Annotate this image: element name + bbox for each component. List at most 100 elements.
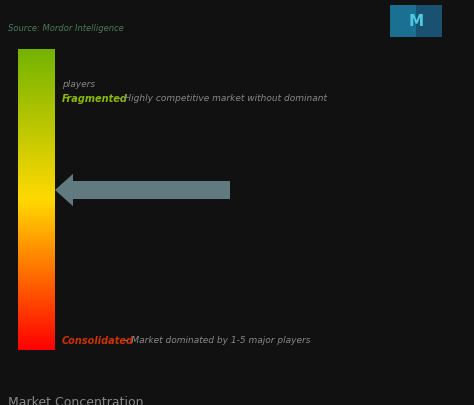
Bar	[18, 107, 55, 109]
Bar	[18, 333, 55, 335]
Bar	[18, 85, 55, 87]
Bar	[18, 213, 55, 215]
Bar	[18, 344, 55, 346]
Bar	[18, 74, 55, 76]
Bar	[18, 177, 55, 179]
Bar	[18, 50, 55, 52]
Bar	[18, 291, 55, 293]
Bar	[18, 211, 55, 213]
Bar	[18, 303, 55, 305]
Bar	[18, 146, 55, 148]
Bar	[18, 91, 55, 93]
Bar	[18, 75, 55, 77]
Bar	[18, 289, 55, 291]
Bar	[18, 340, 55, 342]
Bar	[18, 220, 55, 222]
Bar	[18, 122, 55, 124]
Bar	[18, 322, 55, 324]
Bar	[18, 113, 55, 115]
Bar	[18, 160, 55, 162]
Bar	[18, 252, 55, 254]
Bar	[18, 222, 55, 224]
Bar	[18, 87, 55, 89]
Bar	[18, 247, 55, 249]
Bar	[18, 209, 55, 211]
Bar	[18, 192, 55, 194]
Bar	[18, 147, 55, 149]
Text: M: M	[409, 15, 424, 30]
Bar	[18, 264, 55, 266]
Bar	[18, 77, 55, 79]
Bar	[18, 130, 55, 132]
Bar	[18, 246, 55, 248]
Bar	[18, 296, 55, 298]
Bar	[18, 275, 55, 277]
Bar	[18, 279, 55, 281]
Bar	[18, 327, 55, 329]
Bar	[18, 174, 55, 175]
Bar	[18, 257, 55, 259]
Text: – Market dominated by 1-5 major players: – Market dominated by 1-5 major players	[124, 335, 310, 344]
Bar	[18, 216, 55, 218]
Bar	[18, 318, 55, 320]
Bar	[18, 183, 55, 185]
Bar	[18, 139, 55, 141]
Bar	[18, 67, 55, 69]
Text: – Highly competitive market without dominant: – Highly competitive market without domi…	[117, 94, 327, 103]
Bar	[18, 194, 55, 196]
Bar	[18, 89, 55, 91]
Bar	[18, 196, 55, 198]
Bar	[18, 314, 55, 316]
Bar	[18, 200, 55, 202]
Bar	[18, 181, 55, 183]
Bar	[18, 234, 55, 237]
Bar	[18, 102, 55, 104]
Bar	[18, 226, 55, 228]
Bar	[18, 162, 55, 164]
Bar	[18, 346, 55, 348]
Bar	[18, 292, 55, 294]
Bar	[18, 299, 55, 301]
Bar	[18, 175, 55, 177]
Bar	[18, 155, 55, 157]
Bar	[18, 56, 55, 58]
Bar	[18, 262, 55, 264]
Bar	[18, 159, 55, 161]
Bar	[18, 281, 55, 283]
Bar	[18, 230, 55, 231]
Bar	[18, 267, 55, 269]
Bar	[18, 196, 55, 198]
Bar	[18, 215, 55, 216]
Bar	[18, 226, 55, 228]
Bar	[18, 211, 55, 213]
Bar	[18, 88, 55, 90]
Bar	[18, 270, 55, 272]
Bar	[18, 254, 55, 256]
Bar	[18, 164, 55, 166]
Bar	[18, 92, 55, 94]
Bar	[18, 105, 55, 107]
Text: Consolidated: Consolidated	[62, 335, 134, 345]
Bar	[18, 177, 55, 179]
Bar	[18, 125, 55, 127]
Bar	[18, 94, 55, 96]
Bar	[18, 179, 55, 181]
Bar	[18, 205, 55, 207]
Bar	[18, 347, 55, 349]
Bar	[18, 263, 55, 265]
Bar	[18, 272, 55, 274]
Bar	[416, 6, 442, 38]
Bar	[18, 158, 55, 160]
Bar	[18, 134, 55, 136]
Bar	[18, 307, 55, 309]
Bar	[18, 305, 55, 307]
Text: Source: Mordor Intelligence: Source: Mordor Intelligence	[8, 24, 124, 33]
Bar	[18, 277, 55, 279]
Bar	[18, 138, 55, 140]
Bar	[18, 57, 55, 59]
Text: players: players	[62, 80, 95, 89]
Bar	[18, 243, 55, 244]
Bar	[18, 323, 55, 325]
Bar	[18, 254, 55, 256]
Bar	[18, 192, 55, 194]
